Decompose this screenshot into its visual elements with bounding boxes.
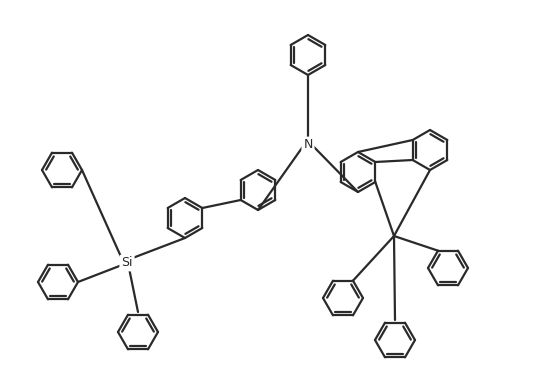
- Text: N: N: [303, 138, 313, 151]
- Text: Si: Si: [121, 256, 133, 269]
